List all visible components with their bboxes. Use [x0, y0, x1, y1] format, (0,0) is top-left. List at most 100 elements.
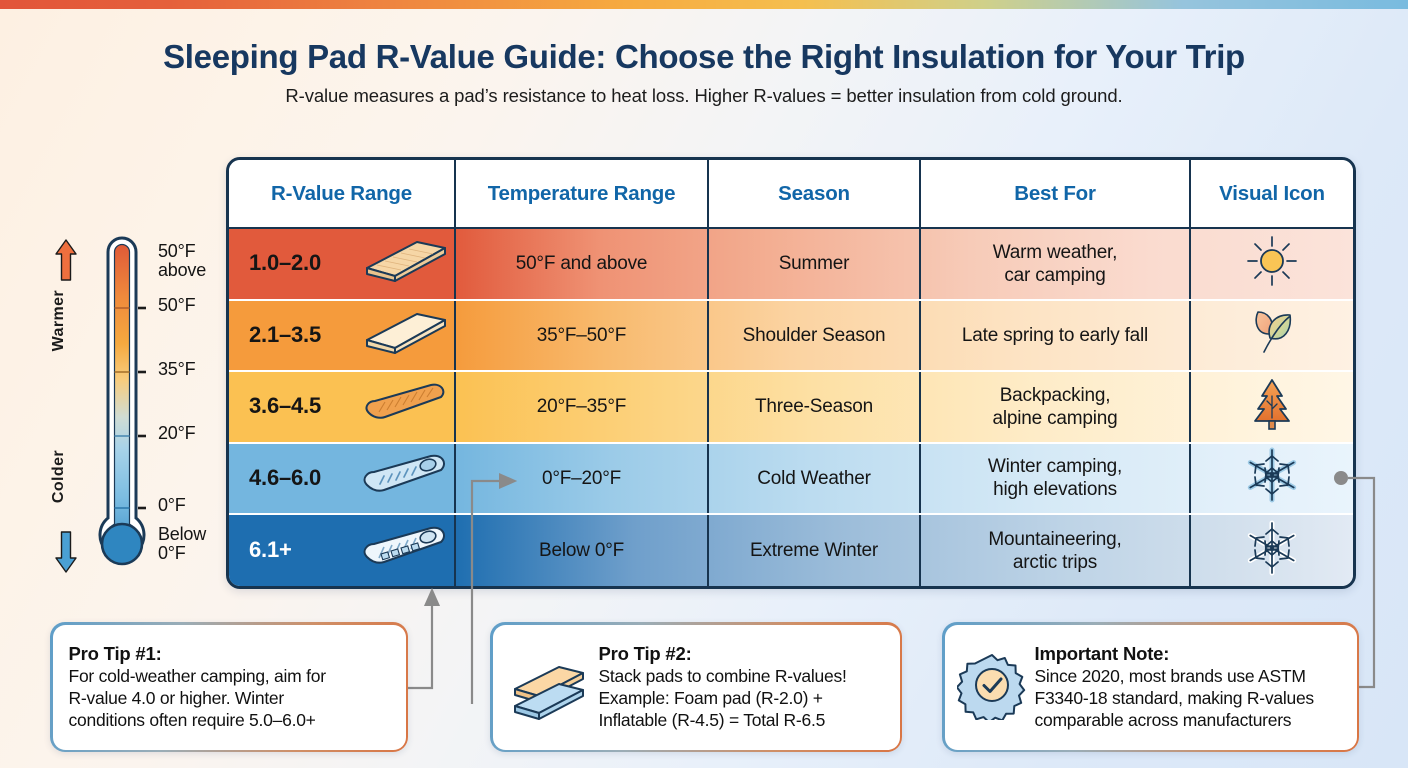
thermometer-tick-label: 50°F above [158, 241, 207, 280]
insulated-pad-icon [355, 523, 451, 578]
r-value-text: 2.1–3.5 [249, 321, 322, 347]
stacked-pads-icon [505, 649, 591, 726]
r-value-text: 6.1+ [249, 537, 292, 563]
cell-season: Three-Season [709, 372, 921, 442]
temperature-text: 20°F–35°F [536, 396, 627, 418]
r-value-table: R-Value Range Temperature Range Season B… [226, 157, 1356, 589]
pro-tip-2-card: Pro Tip #2: Stack pads to combine R-valu… [490, 622, 902, 752]
table-row: 3.6–4.5 20°F–35°F Three-Season Backpacki… [229, 372, 1353, 444]
pine-tree-icon [1244, 376, 1300, 438]
snowflake-icon [1243, 446, 1301, 510]
cell-season: Summer [709, 229, 921, 299]
thermometer-tick-label: Below 0°F [158, 524, 207, 563]
cell-temperature-range: 50°F and above [456, 229, 709, 299]
foam-pad-icon [355, 308, 451, 363]
arrow-up-icon [54, 238, 78, 287]
arrow-down-icon [54, 530, 78, 579]
season-text: Shoulder Season [742, 324, 886, 346]
column-header-r-value-range: R-Value Range [229, 160, 456, 227]
cell-best-for: Backpacking, alpine camping [921, 372, 1191, 442]
column-header-visual-icon: Visual Icon [1219, 182, 1325, 205]
cell-r-value-range: 6.1+ [229, 515, 456, 586]
important-note-line: Since 2020, most brands use ASTM [1034, 665, 1306, 686]
cell-visual-icon [1191, 229, 1353, 299]
best-for-text: Backpacking, alpine camping [992, 384, 1118, 429]
page-subtitle: R-value measures a pad’s resistance to h… [285, 84, 1123, 106]
cell-best-for: Mountaineering, arctic trips [921, 515, 1191, 586]
temperature-text: 35°F–50°F [536, 324, 627, 346]
header: Sleeping Pad R-Value Guide: Choose the R… [0, 38, 1408, 107]
temperature-text: 50°F and above [515, 253, 648, 275]
inflatable-pad-icon [355, 451, 451, 506]
table-row: 4.6–6.0 0°F–20°F Cold Weather Winter cam… [229, 443, 1353, 515]
cell-r-value-range: 2.1–3.5 [229, 300, 456, 370]
top-accent-strip [0, 0, 1408, 9]
pro-tip-2-line: Example: Foam pad (R-2.0) + [598, 687, 824, 708]
column-header-temperature-range: Temperature Range [456, 160, 709, 227]
pro-tip-1-card: Pro Tip #1: For cold-weather camping, ai… [50, 622, 408, 752]
table-row: 1.0–2.0 50°F and above Summer [229, 229, 1353, 301]
best-for-text: Warm weather, car camping [992, 241, 1118, 286]
season-text: Cold Weather [757, 467, 871, 489]
cell-temperature-range: Below 0°F [456, 515, 709, 586]
thermometer-tick-label: 35°F [158, 359, 196, 379]
thermometer-colder-label: Colder [50, 450, 67, 504]
thermometer-warmer-label: Warmer [50, 290, 67, 352]
leaf-icon [1244, 304, 1300, 366]
pro-tip-1-title: Pro Tip #1: [68, 642, 162, 664]
column-header-best-for: Best For [921, 160, 1191, 227]
cell-r-value-range: 4.6–6.0 [229, 443, 456, 513]
cell-visual-icon [1191, 444, 1353, 514]
important-note-line: F3340-18 standard, making R-values [1034, 687, 1315, 708]
gear-check-icon [955, 650, 1027, 725]
cell-r-value-range: 3.6–4.5 [229, 372, 456, 442]
cell-season: Shoulder Season [709, 300, 921, 370]
important-note-line: comparable across manufacturers [1034, 710, 1292, 731]
sun-icon [1244, 233, 1300, 295]
best-for-text: Mountaineering, arctic trips [988, 528, 1122, 573]
thermometer-tick-label: 50°F [158, 295, 196, 315]
cell-season: Cold Weather [709, 443, 921, 513]
cell-season: Extreme Winter [709, 515, 921, 586]
important-note-card: Important Note: Since 2020, most brands … [942, 622, 1359, 752]
important-note-title: Important Note: [1034, 642, 1170, 664]
temperature-text: Below 0°F [539, 540, 624, 562]
cell-temperature-range: 0°F–20°F [456, 443, 709, 513]
cell-visual-icon [1191, 372, 1353, 442]
season-text: Summer [778, 253, 850, 275]
pro-tip-2-title: Pro Tip #2: [598, 642, 692, 664]
best-for-text: Late spring to early fall [961, 324, 1149, 346]
ribbed-pad-icon [355, 379, 451, 434]
thermometer-panel: Warmer Colder [36, 228, 232, 590]
temperature-text: 0°F–20°F [541, 467, 622, 489]
pro-tip-1-line: R-value 4.0 or higher. Winter [68, 687, 285, 708]
r-value-text: 4.6–6.0 [249, 464, 322, 490]
thermometer-graphic [98, 232, 152, 588]
table-row: 6.1+ [229, 515, 1353, 586]
best-for-text: Winter camping, high elevations [987, 456, 1123, 501]
thermometer-tick-label: 0°F [158, 495, 186, 515]
pro-tip-2-line: Inflatable (R-4.5) = Total R-6.5 [598, 710, 826, 731]
season-text: Extreme Winter [749, 540, 879, 562]
cell-r-value-range: 1.0–2.0 [229, 229, 456, 299]
cell-best-for: Late spring to early fall [921, 300, 1191, 370]
season-text: Three-Season [754, 396, 873, 418]
r-value-text: 3.6–4.5 [249, 393, 322, 419]
pro-tip-1-line: conditions often require 5.0–6.0+ [68, 710, 316, 731]
cell-visual-icon [1191, 301, 1353, 371]
column-header-season: Season [709, 160, 921, 227]
pro-tip-2-line: Stack pads to combine R-values! [598, 665, 847, 686]
snowflake-icon [1243, 519, 1301, 583]
cell-temperature-range: 20°F–35°F [456, 372, 709, 442]
connector-tip1 [408, 587, 441, 690]
cell-temperature-range: 35°F–50°F [456, 300, 709, 370]
cell-visual-icon [1191, 515, 1353, 586]
table-header-row: R-Value Range Temperature Range Season B… [229, 160, 1353, 229]
r-value-text: 1.0–2.0 [249, 250, 322, 276]
cell-best-for: Winter camping, high elevations [921, 443, 1191, 513]
table-row: 2.1–3.5 35°F–50°F Shoulder Season Late s… [229, 300, 1353, 372]
foam-pad-icon [355, 236, 451, 291]
thermometer-tick-label: 20°F [158, 423, 196, 443]
cell-best-for: Warm weather, car camping [921, 229, 1191, 299]
page-title: Sleeping Pad R-Value Guide: Choose the R… [163, 38, 1245, 75]
